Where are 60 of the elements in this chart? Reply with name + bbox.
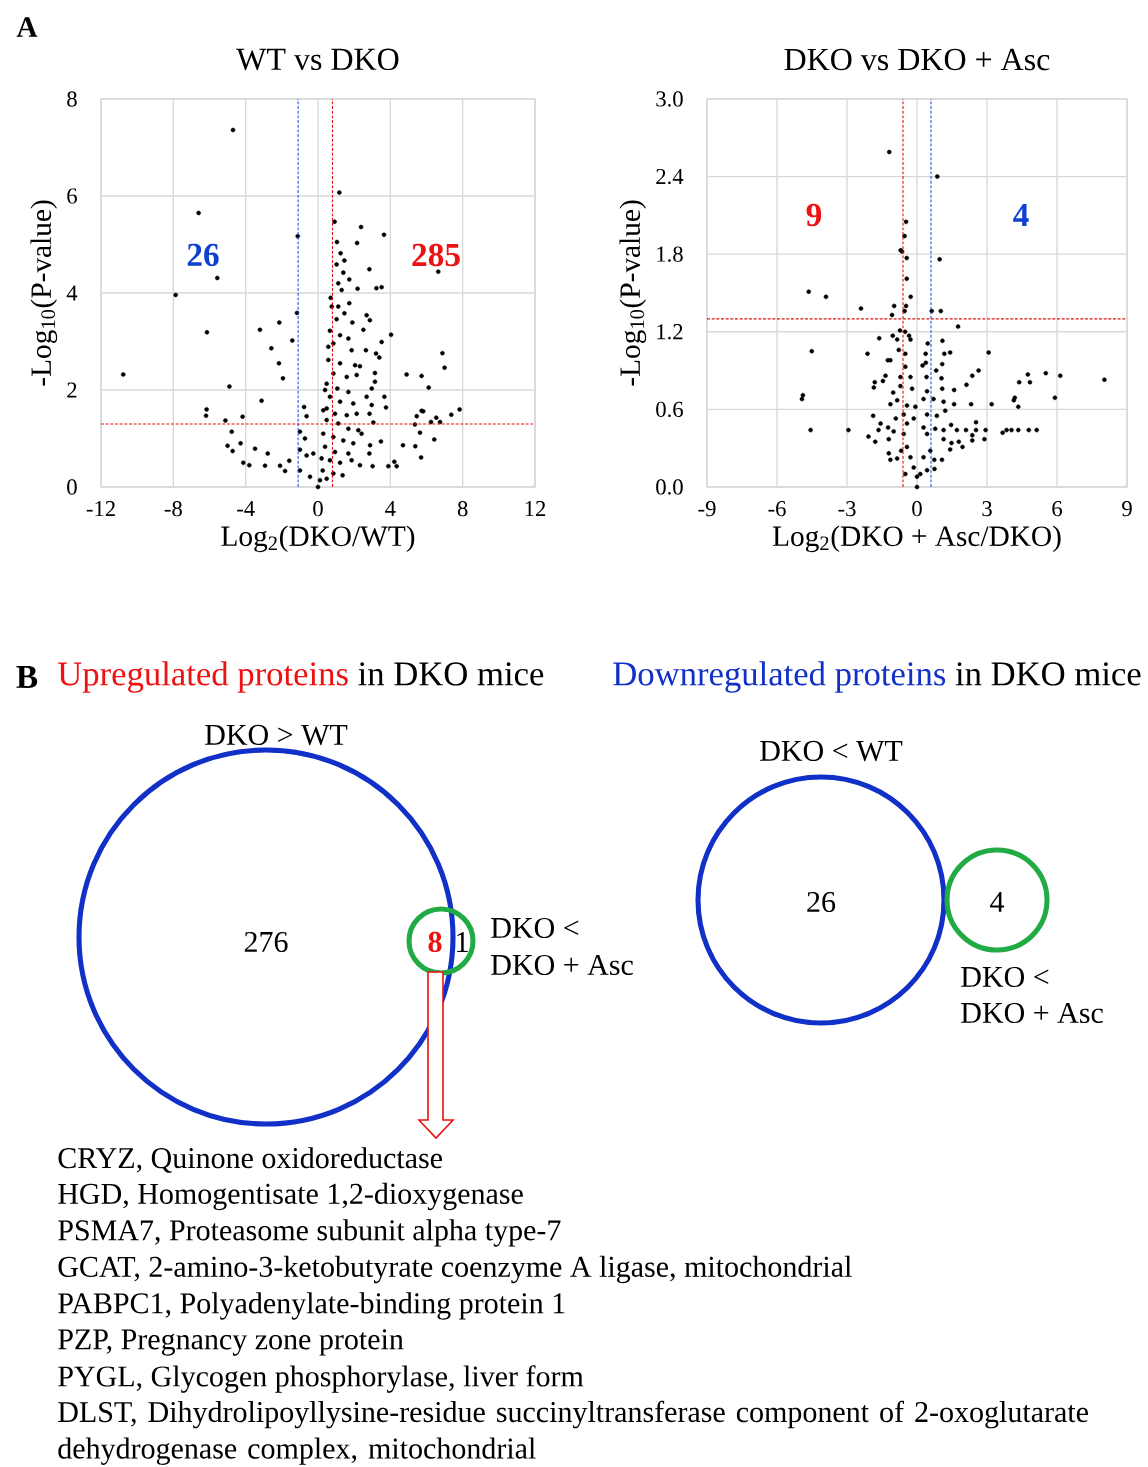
text: in DKO mice: [955, 662, 1141, 686]
text: 4: [990, 892, 1005, 912]
y-axis-title: -Log$_{10}$(P-value): [619, 200, 647, 386]
text: 8: [428, 931, 442, 953]
text: A: [16, 17, 38, 37]
x-tick-label: 4: [385, 501, 396, 516]
text: DKO < WT: [760, 740, 903, 762]
text: DKO + Asc: [491, 954, 633, 976]
x-tick-label: 8: [457, 501, 468, 517]
text: PSMA7, Proteasome subunit alpha type-7: [58, 1219, 561, 1247]
x-tick-label: -4: [237, 501, 255, 516]
text: in DKO mice: [358, 662, 544, 686]
annotation: 4: [1013, 204, 1029, 226]
chart-title: DKO vs DKO + Asc: [784, 48, 1050, 71]
text: Upregulated proteins: [58, 661, 348, 693]
x-tick-label: -8: [164, 501, 182, 517]
x-tick-label: -9: [698, 501, 716, 517]
text: CRYZ, Quinone oxidoreductase: [58, 1147, 442, 1173]
x-tick-label: -6: [768, 501, 786, 517]
text: DKO + Asc: [961, 1002, 1103, 1024]
text: PZP, Pregnancy zone protein: [58, 1329, 404, 1356]
x-tick-label: 12: [525, 501, 546, 517]
text: 1: [457, 932, 468, 952]
y-axis-title: -Log$_{10}$(P-value): [30, 200, 58, 386]
y-tick-label: 2.4: [656, 168, 684, 185]
y-tick-label: 1.2: [657, 324, 683, 340]
y-tick-label: 0.0: [656, 479, 683, 495]
text: 26: [807, 891, 836, 913]
y-tick-label: 3.0: [656, 91, 683, 107]
x-tick-label: 3: [982, 501, 992, 517]
y-tick-label: 1.8: [657, 246, 683, 262]
x-tick-label: 9: [1122, 501, 1132, 517]
text: DKO <: [961, 966, 1049, 988]
text: B: [16, 666, 38, 688]
text: DKO <: [491, 917, 579, 939]
annotation: 9: [806, 203, 822, 227]
text: Downregulated proteins: [613, 661, 946, 693]
text: GCAT, 2-amino-3-ketobutyrate coenzyme A ligase, mitochondrial: [58, 1255, 852, 1284]
y-tick-label: 0.6: [656, 401, 683, 418]
annotation: 26: [187, 243, 219, 267]
text: PYGL, Glycogen phosphorylase, liver form: [58, 1365, 584, 1393]
y-tick-label: 6: [67, 188, 77, 204]
x-tick-label: 6: [1052, 501, 1063, 517]
y-tick-label: 0: [67, 479, 77, 495]
y-tick-label: 4: [66, 285, 78, 301]
text: DLST, Dihydrolipoyllysine-residue succinyltransferase component of 2-oxoglutarate dehydrogenase complex, mitochondrial: [58, 1400, 1088, 1465]
x-tick-label: -3: [838, 501, 856, 517]
x-tick-label: -12: [86, 501, 115, 517]
x-tick-label: 0: [912, 501, 922, 517]
text: DKO > WT: [205, 724, 348, 746]
text: 276: [244, 931, 288, 953]
y-tick-label: 2: [67, 382, 77, 398]
text: HGD, Homogentisate 1,2-dioxygenase: [58, 1182, 523, 1211]
chart-title: WT vs DKO: [236, 48, 399, 71]
x-tick-label: 0: [313, 501, 323, 517]
annotation: 285: [412, 243, 460, 267]
y-tick-label: 8: [67, 91, 77, 107]
x-axis-title: Log$_{2}$(DKO/WT): [221, 525, 415, 553]
x-axis-title: Log$_{2}$(DKO + Asc/DKO): [772, 525, 1061, 553]
text: PABPC1, Polyadenylate-binding protein 1: [58, 1292, 565, 1320]
